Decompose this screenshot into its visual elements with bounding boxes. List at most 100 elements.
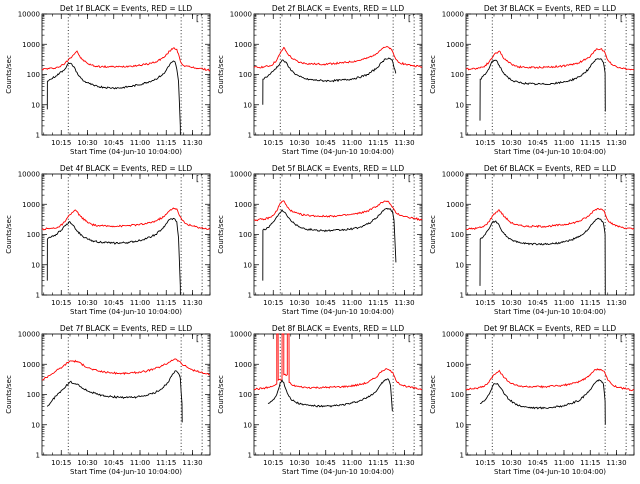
x-tick-label: 11:00 bbox=[342, 459, 362, 467]
x-axis-label: Start Time (04-Jun-10 10:04:00) bbox=[494, 308, 606, 316]
y-tick-label: 10000 bbox=[230, 331, 252, 339]
corner-marker: [ bbox=[620, 14, 623, 23]
y-tick-label: 1 bbox=[36, 452, 40, 460]
y-tick-label: 1 bbox=[460, 292, 464, 300]
series-line-events bbox=[479, 58, 606, 121]
y-axis-label: Counts/sec bbox=[5, 375, 13, 414]
chart-panel-2: Det 2f BLACK = Events, RED = LLD 1 10 100 10… bbox=[217, 4, 423, 156]
plot-frame bbox=[41, 13, 211, 136]
chart-panel-9: Det 9f BLACK = Events, RED = LLD 1 10 100 10… bbox=[429, 324, 635, 476]
y-tick-label: 10000 bbox=[18, 11, 40, 19]
chart-title: Det 7f BLACK = Events, RED = LLD bbox=[60, 324, 193, 333]
plot-frame bbox=[253, 333, 423, 456]
y-tick-label: 10 bbox=[243, 261, 252, 269]
chart-panel-5: Det 5f BLACK = Events, RED = LLD 1 10 100 10… bbox=[217, 164, 423, 316]
x-tick-label: 10:45 bbox=[316, 299, 336, 307]
y-tick-label: 10000 bbox=[230, 171, 252, 179]
x-tick-label: 10:15 bbox=[263, 299, 283, 307]
y-tick-label: 1000 bbox=[22, 201, 40, 209]
x-axis-label: Start Time (04-Jun-10 10:04:00) bbox=[494, 468, 606, 476]
plot-frame bbox=[253, 13, 423, 136]
y-tick-label: 100 bbox=[27, 391, 40, 399]
series-line-lld bbox=[41, 207, 211, 231]
x-tick-label: 10:15 bbox=[263, 139, 283, 147]
x-tick-label: 11:30 bbox=[394, 139, 414, 147]
y-tick-label: 10 bbox=[455, 261, 464, 269]
x-axis-label: Start Time (04-Jun-10 10:04:00) bbox=[70, 468, 182, 476]
corner-marker: [ bbox=[620, 334, 623, 343]
x-tick-label: 11:30 bbox=[606, 459, 626, 467]
chart-panel-8: Det 8f BLACK = Events, RED = LLD 1 10 100 10… bbox=[217, 324, 423, 476]
y-tick-label: 1 bbox=[248, 292, 252, 300]
chart-title: Det 3f BLACK = Events, RED = LLD bbox=[484, 4, 617, 13]
series-line-lld bbox=[253, 200, 423, 222]
y-axis-label: Counts/sec bbox=[217, 375, 225, 414]
x-axis-label: Start Time (04-Jun-10 10:04:00) bbox=[282, 148, 394, 156]
x-tick-label: 11:00 bbox=[130, 459, 150, 467]
series-line-events bbox=[479, 379, 606, 425]
x-tick-label: 11:30 bbox=[606, 299, 626, 307]
x-tick-label: 10:45 bbox=[316, 459, 336, 467]
x-axis-label: Start Time (04-Jun-10 10:04:00) bbox=[494, 148, 606, 156]
series-line-events bbox=[262, 57, 397, 105]
corner-marker: [ bbox=[196, 14, 199, 23]
y-tick-label: 100 bbox=[451, 71, 464, 79]
x-tick-label: 10:45 bbox=[528, 139, 548, 147]
y-axis-label: Counts/sec bbox=[429, 215, 437, 254]
x-tick-label: 10:30 bbox=[289, 459, 309, 467]
x-tick-label: 10:30 bbox=[501, 459, 521, 467]
x-axis-label: Start Time (04-Jun-10 10:04:00) bbox=[70, 148, 182, 156]
y-tick-label: 1000 bbox=[234, 41, 252, 49]
series-line-lld bbox=[41, 47, 211, 72]
chart-title: Det 8f BLACK = Events, RED = LLD bbox=[272, 324, 405, 333]
x-tick-label: 11:00 bbox=[342, 299, 362, 307]
x-tick-label: 11:00 bbox=[554, 299, 574, 307]
x-tick-label: 11:15 bbox=[156, 139, 176, 147]
x-tick-label: 10:15 bbox=[475, 139, 495, 147]
series-line-events bbox=[267, 378, 393, 412]
x-tick-label: 11:15 bbox=[580, 139, 600, 147]
x-tick-label: 11:15 bbox=[580, 299, 600, 307]
x-tick-label: 10:30 bbox=[77, 299, 97, 307]
plot-frame bbox=[465, 13, 635, 136]
chart-panel-3: Det 3f BLACK = Events, RED = LLD 1 10 100 10… bbox=[429, 4, 635, 156]
corner-marker: [ bbox=[408, 174, 411, 183]
series-line-events bbox=[46, 60, 181, 136]
chart-title: Det 4f BLACK = Events, RED = LLD bbox=[60, 164, 193, 173]
x-tick-label: 11:15 bbox=[368, 459, 388, 467]
x-tick-label: 10:30 bbox=[77, 139, 97, 147]
y-axis-label: Counts/sec bbox=[217, 55, 225, 94]
series-line-events bbox=[479, 217, 606, 296]
x-tick-label: 10:45 bbox=[528, 459, 548, 467]
chart-panel-1: Det 1f BLACK = Events, RED = LLD 1 10 100 10… bbox=[5, 4, 211, 156]
x-tick-label: 10:15 bbox=[51, 459, 71, 467]
plot-frame bbox=[253, 173, 423, 296]
y-tick-label: 100 bbox=[239, 71, 252, 79]
y-tick-label: 10 bbox=[243, 421, 252, 429]
x-tick-label: 10:30 bbox=[289, 299, 309, 307]
x-tick-label: 10:15 bbox=[51, 139, 71, 147]
y-tick-label: 10000 bbox=[442, 331, 464, 339]
y-tick-label: 10 bbox=[31, 421, 40, 429]
x-tick-label: 10:30 bbox=[289, 139, 309, 147]
corner-marker: [ bbox=[408, 14, 411, 23]
x-tick-label: 10:15 bbox=[475, 299, 495, 307]
y-tick-label: 1000 bbox=[446, 41, 464, 49]
y-tick-label: 1000 bbox=[234, 201, 252, 209]
x-tick-label: 10:15 bbox=[263, 459, 283, 467]
y-tick-label: 1 bbox=[460, 132, 464, 140]
y-tick-label: 100 bbox=[451, 391, 464, 399]
x-tick-label: 10:45 bbox=[104, 139, 124, 147]
x-tick-label: 11:00 bbox=[130, 139, 150, 147]
y-tick-label: 1 bbox=[36, 292, 40, 300]
chart-title: Det 1f BLACK = Events, RED = LLD bbox=[60, 4, 193, 13]
x-tick-label: 10:45 bbox=[528, 299, 548, 307]
corner-marker: [ bbox=[408, 334, 411, 343]
series-line-events bbox=[46, 217, 181, 296]
x-tick-label: 11:15 bbox=[156, 459, 176, 467]
plot-frame bbox=[465, 173, 635, 296]
x-tick-label: 11:30 bbox=[182, 299, 202, 307]
x-tick-label: 10:45 bbox=[104, 459, 124, 467]
x-axis-label: Start Time (04-Jun-10 10:04:00) bbox=[282, 468, 394, 476]
